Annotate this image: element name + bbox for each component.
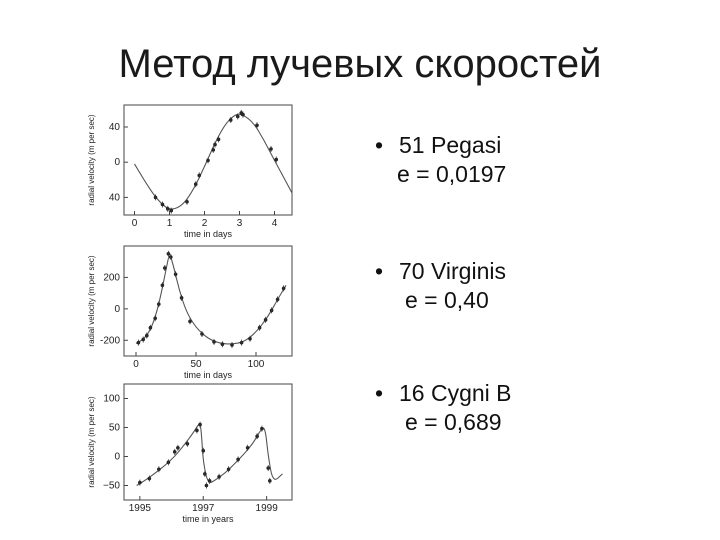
x-tick-label: 0 xyxy=(132,218,138,229)
x-tick-label: 1997 xyxy=(192,503,215,514)
x-tick-label: 4 xyxy=(272,218,278,229)
y-tick-label: 0 xyxy=(114,157,120,168)
plot-frame xyxy=(123,104,293,216)
chart-16-cygni-b: radial velocity (m per sec) time in years… xyxy=(87,383,293,524)
star-name: 70 Virginis xyxy=(399,258,506,284)
fit-curve xyxy=(134,113,293,210)
chart-51-pegasi: radial velocity (m per sec) time in days 0… xyxy=(87,104,293,239)
eccentricity-label: e = 0,689 xyxy=(405,409,502,435)
star-name: 51 Pegasi xyxy=(399,132,502,158)
y-tick-label: 40 xyxy=(109,122,121,133)
y-tick-label: -200 xyxy=(100,335,120,346)
y-tick-label: 0 xyxy=(114,452,120,463)
star-item: • 16 Cygni B e = 0,689 xyxy=(375,380,512,436)
x-tick-label: 1999 xyxy=(256,503,279,514)
y-tick-label: 40 xyxy=(109,192,121,203)
star-name: 16 Cygni B xyxy=(399,380,512,406)
fit-curve xyxy=(135,256,287,345)
x-tick-label: 50 xyxy=(190,359,202,370)
x-tick-label: 1 xyxy=(167,218,173,229)
fit-curve xyxy=(136,424,283,486)
chart-70-virginis: radial velocity (m per sec) time in days 0… xyxy=(87,245,293,380)
x-tick-label: 3 xyxy=(237,218,243,229)
y-tick-label: 0 xyxy=(114,304,120,315)
x-tick-label: 2 xyxy=(202,218,208,229)
eccentricity-label: e = 0,40 xyxy=(405,287,489,313)
y-axis-label: radial velocity (m per sec) xyxy=(87,114,96,205)
bullet-icon: • xyxy=(375,380,384,406)
star-item: • 70 Virginis e = 0,40 xyxy=(375,258,506,314)
y-tick-label: 100 xyxy=(103,394,120,405)
y-tick-label: 200 xyxy=(103,272,120,283)
star-item: • 51 Pegasi e = 0,0197 xyxy=(375,132,506,188)
x-tick-label: 1995 xyxy=(129,503,152,514)
plot-frame xyxy=(123,383,293,501)
bullet-icon: • xyxy=(375,258,384,284)
y-tick-label: 50 xyxy=(109,423,121,434)
x-axis-label: time in days xyxy=(184,370,233,380)
x-axis-label: time in years xyxy=(182,514,234,524)
y-axis-label: radial velocity (m per sec) xyxy=(87,255,96,346)
x-tick-label: 0 xyxy=(133,359,139,370)
eccentricity-label: e = 0,0197 xyxy=(397,161,507,187)
y-axis-label: radial velocity (m per sec) xyxy=(87,396,96,487)
y-tick-label: −50 xyxy=(103,481,120,492)
x-axis-label: time in days xyxy=(184,229,233,239)
slide-title: Метод лучевых скоростей xyxy=(118,42,602,86)
x-tick-label: 100 xyxy=(248,359,265,370)
bullet-icon: • xyxy=(375,132,384,158)
plot-frame xyxy=(123,245,293,357)
